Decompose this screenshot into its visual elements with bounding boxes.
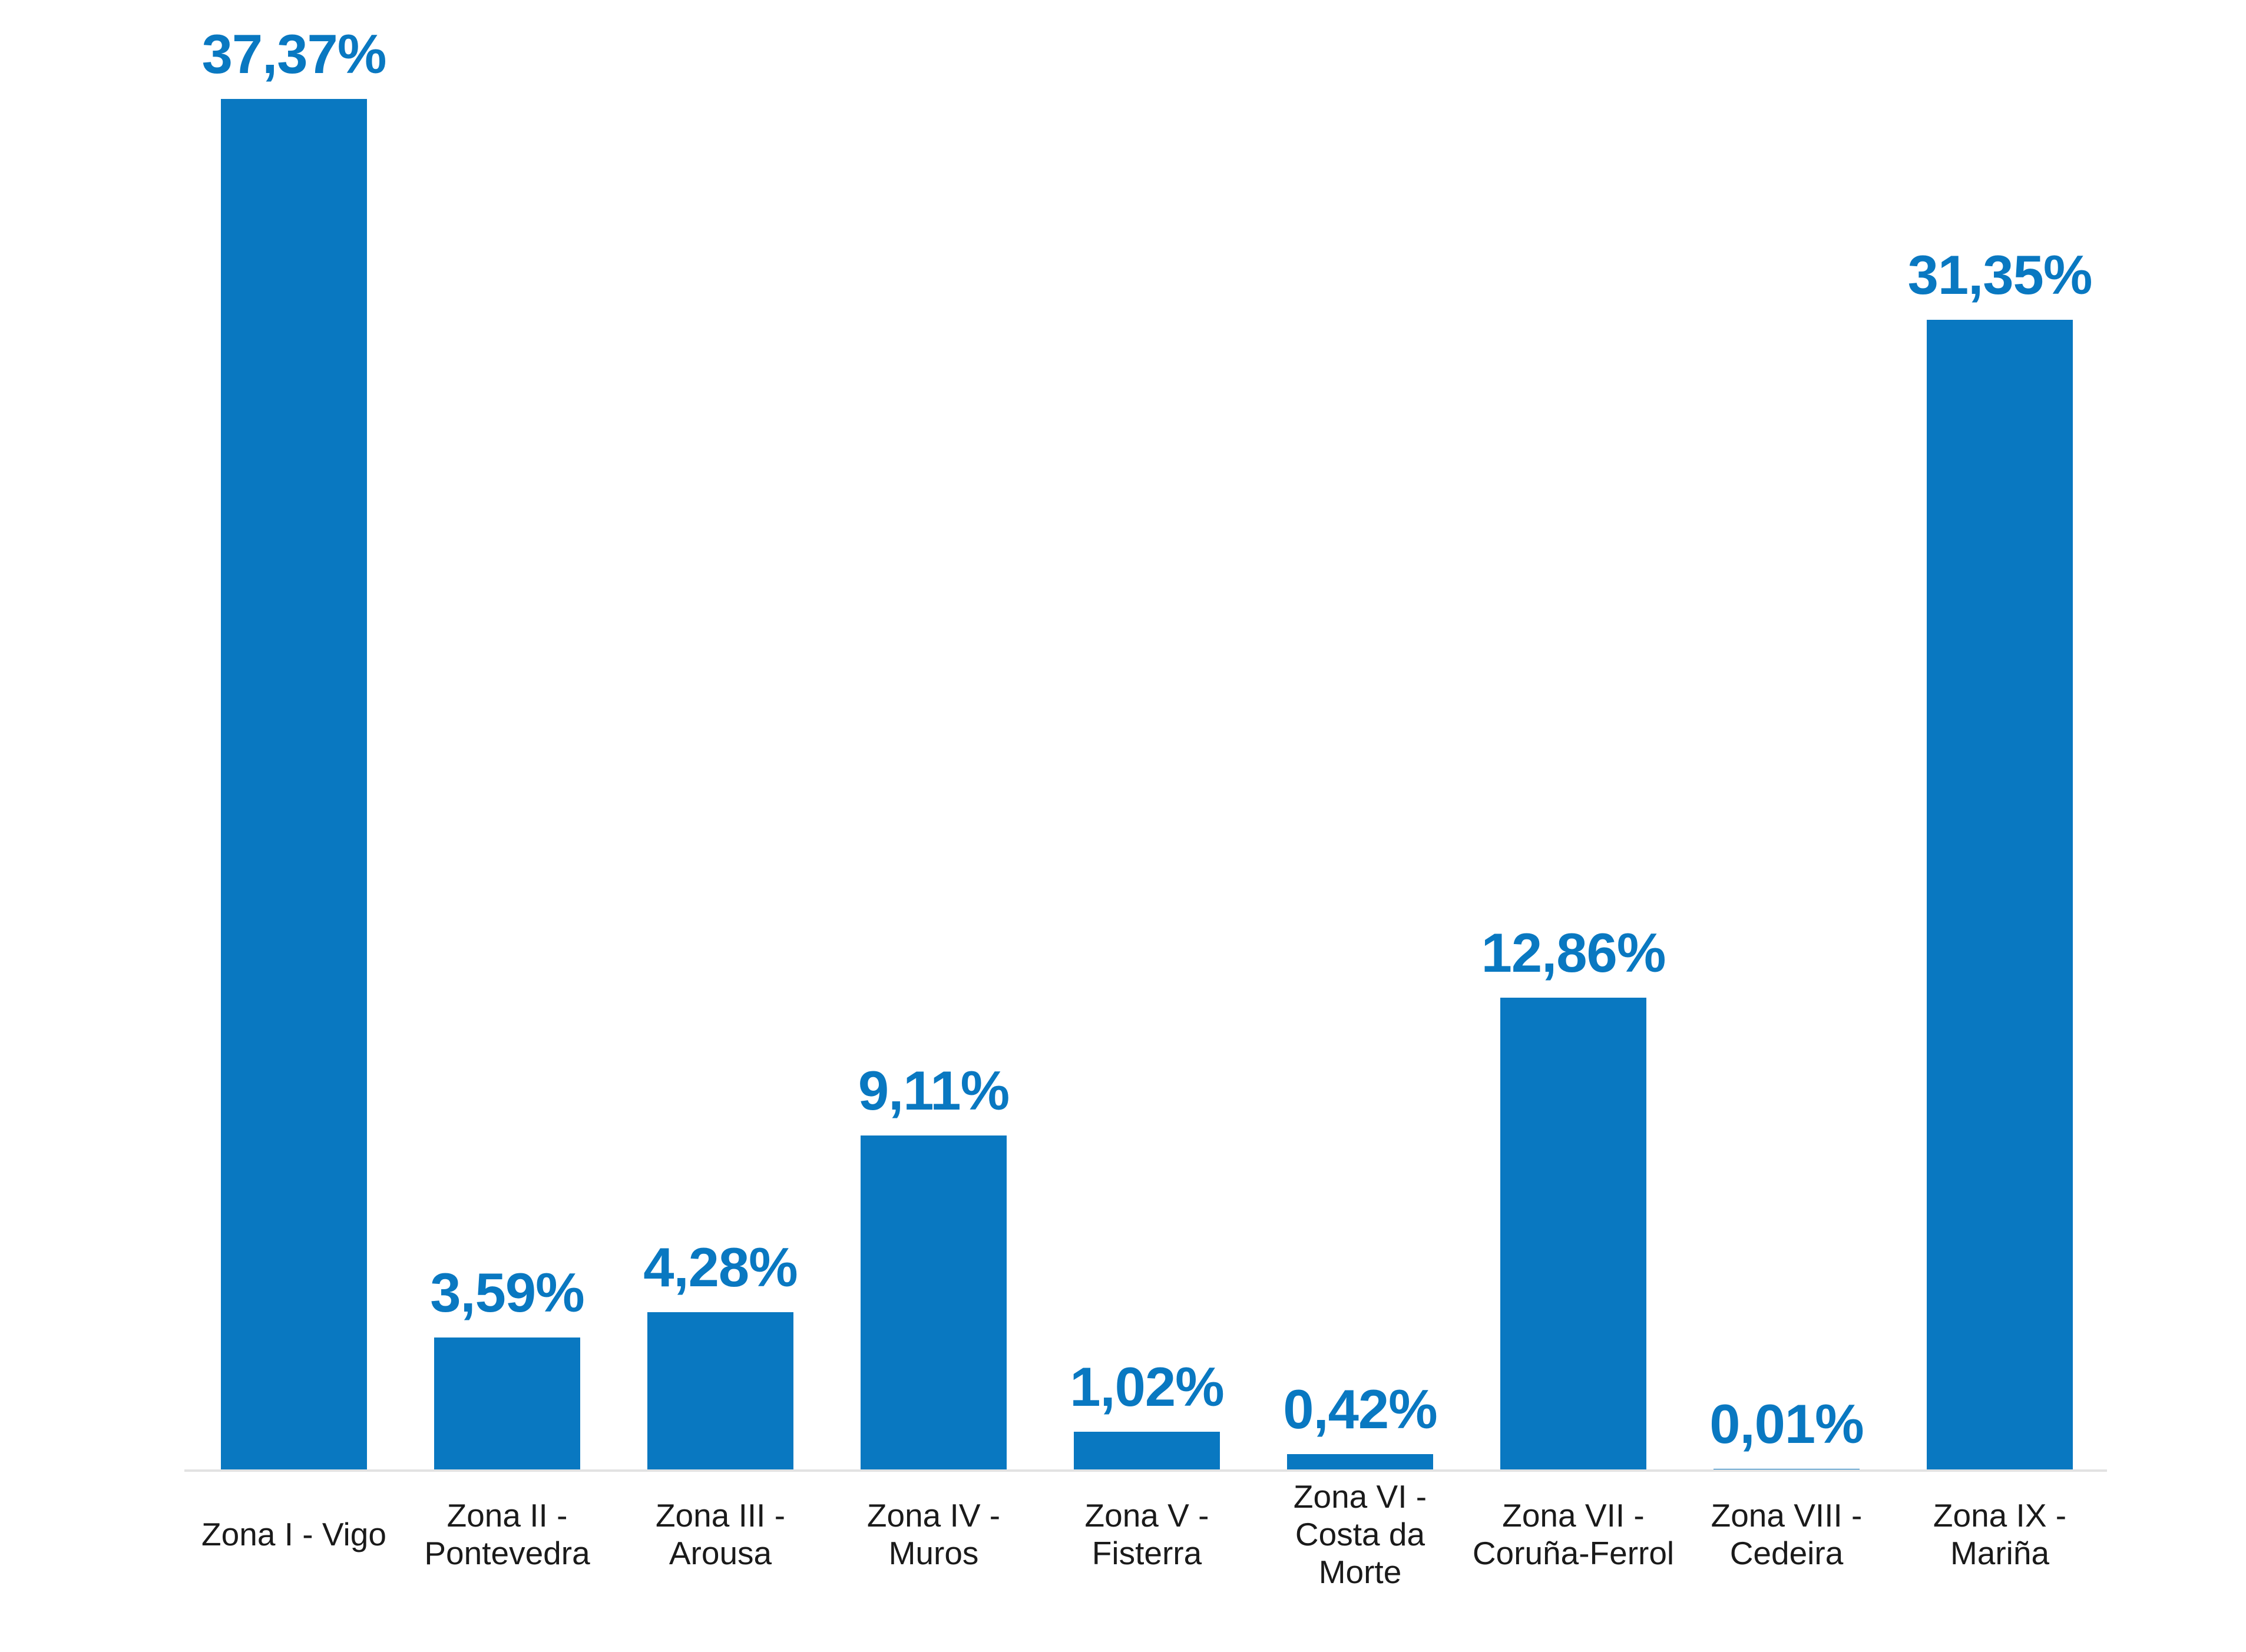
category-label-area: Zona IV - Muros [827,1472,1040,1597]
bar-value-label: 1,02% [1070,1356,1225,1418]
bar-column: 9,11% Zona IV - Muros [827,0,1040,1625]
bar [1927,320,2073,1469]
category-label: Zona II - Pontevedra [424,1497,590,1571]
category-label: Zona I - Vigo [201,1516,386,1552]
category-label: Zona IV - Muros [866,1497,1001,1571]
category-label-area: Zona I - Vigo [187,1472,401,1597]
bar-area: 0,42% [1253,0,1467,1469]
bar [221,99,367,1469]
bar-area: 9,11% [827,0,1040,1469]
category-label-area: Zona III - Arousa [614,1472,827,1597]
category-label: Zona VII - Coruña-Ferrol [1472,1497,1675,1571]
category-label: Zona VI - Costa da Morte [1293,1478,1427,1590]
bar-value-label: 4,28% [643,1236,798,1299]
category-label: Zona V - Fisterra [1084,1497,1209,1571]
category-label-area: Zona IX - Mariña [1893,1472,2106,1597]
bar-value-label: 0,42% [1283,1378,1438,1441]
bar-column: 12,86% Zona VII - Coruña-Ferrol [1467,0,1680,1625]
bar-area: 12,86% [1467,0,1680,1469]
plot-area: 37,37% Zona I - Vigo 3,59% Zona II - Pon… [187,0,2106,1625]
category-label-area: Zona V - Fisterra [1040,1472,1253,1597]
bar [1074,1432,1220,1469]
bar-column: 3,59% Zona II - Pontevedra [401,0,614,1625]
bar [647,1312,793,1469]
bar [434,1338,580,1469]
bar-value-label: 31,35% [1907,244,2093,306]
bar-value-label: 12,86% [1481,922,1666,984]
bar-area: 31,35% [1893,0,2106,1469]
bar-column: 31,35% Zona IX - Mariña [1893,0,2106,1625]
bar [1500,998,1646,1469]
category-label: Zona III - Arousa [655,1497,786,1571]
bar-column: 0,42% Zona VI - Costa da Morte [1253,0,1467,1625]
bar [1287,1454,1433,1469]
bar-column: 1,02% Zona V - Fisterra [1040,0,1253,1625]
category-label-area: Zona VI - Costa da Morte [1253,1472,1467,1597]
bar-value-label: 3,59% [430,1262,585,1324]
bar-area: 37,37% [187,0,401,1469]
bar-area: 3,59% [401,0,614,1469]
bar-value-label: 0,01% [1709,1393,1864,1455]
bar-column: 37,37% Zona I - Vigo [187,0,401,1625]
category-label-area: Zona VII - Coruña-Ferrol [1467,1472,1680,1597]
x-axis-line [184,1469,2107,1472]
bar-value-label: 37,37% [201,23,387,85]
bar-area: 4,28% [614,0,827,1469]
bar-column: 4,28% Zona III - Arousa [614,0,827,1625]
category-label: Zona VIII - Cedeira [1711,1497,1863,1571]
category-label-area: Zona II - Pontevedra [401,1472,614,1597]
bar-area: 0,01% [1680,0,1893,1469]
bar-column: 0,01% Zona VIII - Cedeira [1680,0,1893,1625]
bar-value-label: 9,11% [858,1060,1010,1122]
bar [861,1135,1007,1469]
bar-area: 1,02% [1040,0,1253,1469]
category-label-area: Zona VIII - Cedeira [1680,1472,1893,1597]
category-label: Zona IX - Mariña [1933,1497,2067,1571]
